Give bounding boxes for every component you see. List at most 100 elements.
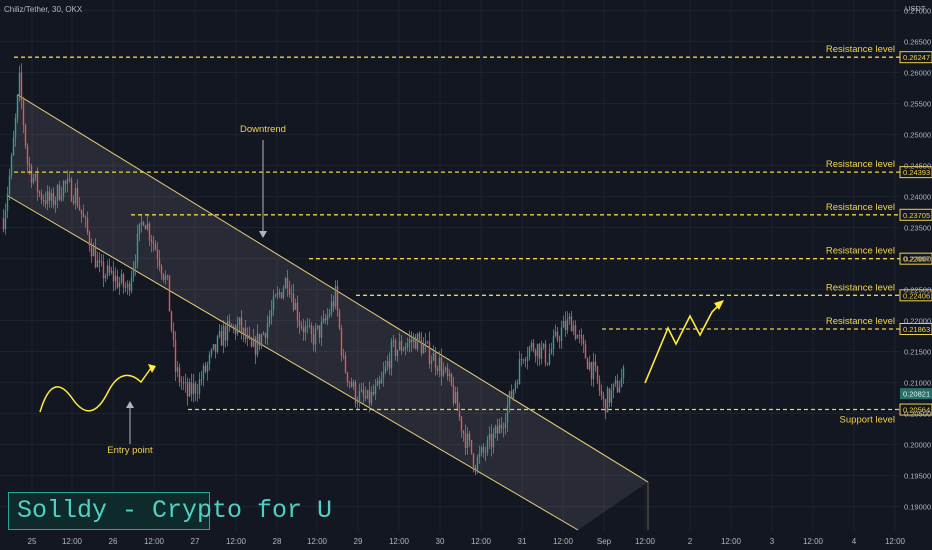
candle-body bbox=[600, 390, 603, 396]
candle-body bbox=[310, 325, 313, 335]
symbol-header: Chiliz/Tether, 30, OKX bbox=[4, 5, 83, 14]
candle-body bbox=[66, 178, 69, 184]
y-tick-label: 0.21000 bbox=[904, 379, 931, 388]
candle-body bbox=[406, 343, 409, 348]
candle-body bbox=[276, 292, 279, 296]
candle-body bbox=[470, 439, 473, 454]
candle-body bbox=[612, 383, 615, 390]
candle-body bbox=[372, 391, 375, 395]
candle-body bbox=[88, 232, 91, 247]
candle-body bbox=[48, 191, 51, 201]
entry-wave-arrowhead bbox=[148, 364, 156, 373]
candle-body bbox=[80, 209, 83, 214]
level-price-tag bbox=[899, 403, 932, 416]
candle-body bbox=[438, 357, 441, 372]
candle-body bbox=[172, 330, 175, 340]
candle-body bbox=[352, 382, 355, 387]
candle-body bbox=[514, 383, 517, 390]
candle-body bbox=[94, 247, 97, 268]
candle-body bbox=[576, 335, 579, 339]
candle-body bbox=[174, 339, 177, 372]
candle-body bbox=[206, 363, 209, 372]
y-tick-label: 0.19000 bbox=[904, 503, 931, 512]
candle-body bbox=[248, 335, 251, 339]
candle-body bbox=[382, 371, 385, 379]
candle-body bbox=[252, 338, 255, 347]
candle-body bbox=[360, 389, 363, 392]
candle-body bbox=[256, 333, 259, 355]
candle-body bbox=[126, 283, 129, 288]
downtrend-label: Downtrend bbox=[240, 124, 286, 135]
candle-body bbox=[150, 239, 153, 243]
candle-body bbox=[494, 426, 497, 434]
price-axis: 0.19000 0.19500 0.20000 0.20500 0.21000 0.215… bbox=[904, 7, 931, 512]
candle-body bbox=[34, 173, 37, 178]
candle-body bbox=[334, 285, 337, 307]
candle-body bbox=[96, 260, 99, 268]
candle-body bbox=[592, 361, 595, 380]
candle-body bbox=[452, 385, 455, 403]
y-tick-label: 0.24000 bbox=[904, 193, 931, 202]
candle-body bbox=[508, 391, 511, 406]
y-tick-label: 0.27000 bbox=[904, 7, 931, 16]
x-tick-label: 12:00 bbox=[635, 537, 656, 546]
candle-body bbox=[506, 405, 509, 423]
candle-body bbox=[324, 318, 327, 321]
candle-body bbox=[158, 259, 161, 267]
candle-body bbox=[414, 336, 417, 350]
candle-body bbox=[82, 213, 85, 218]
candle-body bbox=[278, 292, 281, 294]
level-price-tag bbox=[899, 289, 932, 302]
candle-body bbox=[394, 340, 397, 357]
candle-body bbox=[56, 184, 59, 201]
candle-body bbox=[356, 402, 359, 404]
candle-body bbox=[196, 393, 199, 394]
y-tick-label: 0.23000 bbox=[904, 255, 931, 264]
candle-body bbox=[288, 288, 291, 295]
candle-body bbox=[574, 325, 577, 339]
candle-body bbox=[370, 391, 373, 404]
candle-body bbox=[318, 325, 321, 338]
candle-body bbox=[208, 354, 211, 364]
candle-body bbox=[526, 356, 529, 361]
level-price-tag-text: 0.22997 bbox=[903, 255, 930, 264]
candle-body bbox=[20, 72, 23, 101]
candle-body bbox=[234, 326, 237, 334]
candle-body bbox=[168, 275, 171, 312]
level-price-tag bbox=[899, 51, 932, 64]
candles bbox=[2, 63, 625, 476]
y-tick-label: 0.21500 bbox=[904, 348, 931, 357]
candle-body bbox=[130, 277, 133, 291]
candle-body bbox=[294, 302, 297, 310]
candle-body bbox=[456, 392, 459, 411]
candle-body bbox=[488, 433, 491, 440]
level-price-tag-text: 0.24393 bbox=[903, 168, 930, 177]
candle-body bbox=[420, 339, 423, 354]
entry-wave-arrow bbox=[39, 367, 152, 413]
x-tick-label: 28 bbox=[273, 537, 282, 546]
resistance-level-label: Resistance level bbox=[826, 316, 895, 327]
candle-body bbox=[118, 282, 121, 288]
candle-body bbox=[374, 385, 377, 395]
candle-body bbox=[564, 320, 567, 331]
candle-body bbox=[28, 163, 31, 167]
x-tick-label: 12:00 bbox=[471, 537, 492, 546]
candle-body bbox=[100, 261, 103, 263]
candle-body bbox=[398, 341, 401, 350]
candle-body bbox=[366, 390, 369, 399]
candle-body bbox=[588, 362, 591, 370]
candle-body bbox=[296, 302, 299, 321]
candle-body bbox=[380, 378, 383, 384]
candle-body bbox=[328, 313, 331, 316]
candle-body bbox=[322, 318, 325, 322]
candle-body bbox=[466, 433, 469, 448]
candle-body bbox=[270, 309, 273, 318]
candle-body bbox=[92, 247, 95, 257]
x-tick-label: 12:00 bbox=[389, 537, 410, 546]
candle-body bbox=[214, 344, 217, 352]
candle-body bbox=[140, 222, 143, 224]
candle-body bbox=[114, 275, 117, 282]
candle-body bbox=[160, 266, 163, 274]
candle-body bbox=[204, 365, 207, 372]
candle-body bbox=[580, 335, 583, 339]
